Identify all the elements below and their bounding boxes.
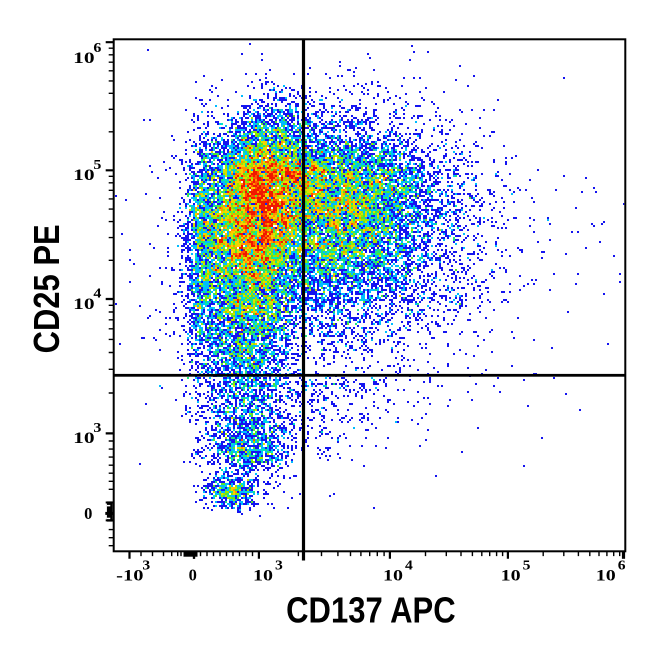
- svg-text:10: 10: [253, 568, 273, 585]
- svg-text:4: 4: [405, 557, 413, 572]
- svg-text:10: 10: [73, 50, 95, 67]
- svg-text:6: 6: [618, 557, 626, 572]
- svg-text:3: 3: [275, 557, 283, 572]
- svg-text:10: 10: [73, 430, 95, 447]
- svg-text:4: 4: [93, 286, 101, 301]
- svg-text:5: 5: [93, 157, 101, 172]
- svg-text:CD137 APC: CD137 APC: [286, 590, 456, 631]
- svg-text:0: 0: [189, 566, 197, 585]
- svg-text:10: 10: [73, 296, 95, 313]
- svg-text:CD25 PE: CD25 PE: [26, 224, 67, 353]
- svg-text:10: 10: [596, 568, 616, 585]
- svg-text:6: 6: [93, 40, 101, 55]
- svg-text:10: 10: [73, 167, 95, 184]
- svg-text:-10: -10: [116, 568, 144, 585]
- svg-text:10: 10: [383, 568, 403, 585]
- svg-text:0: 0: [84, 504, 92, 523]
- svg-text:3: 3: [142, 557, 150, 572]
- svg-text:3: 3: [93, 420, 101, 435]
- svg-text:5: 5: [523, 557, 531, 572]
- svg-text:10: 10: [501, 568, 521, 585]
